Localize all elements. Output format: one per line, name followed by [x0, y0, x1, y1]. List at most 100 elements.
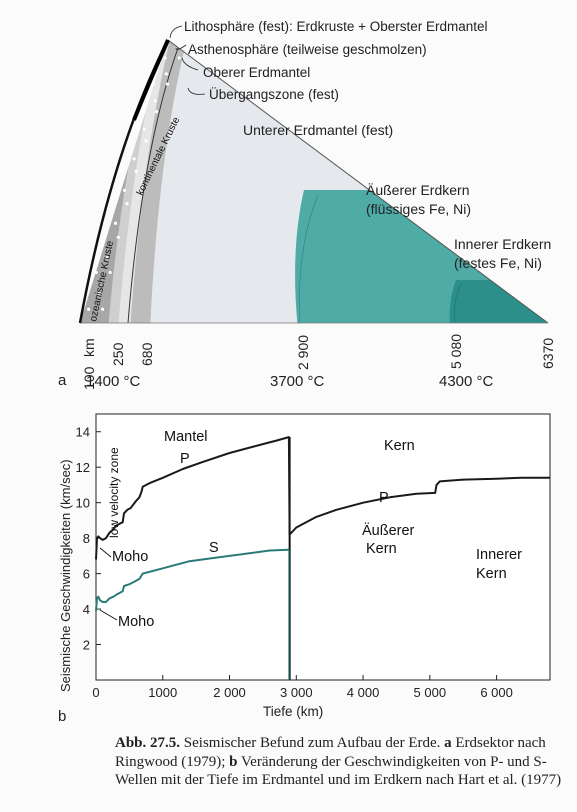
y-tick-label: 10	[76, 496, 90, 511]
crust-dot	[144, 139, 148, 143]
panel-b-label: b	[58, 708, 66, 725]
asthenosphere-zone	[100, 40, 172, 323]
crust-dot	[94, 270, 98, 275]
x-tick-label: 5 000	[414, 685, 447, 700]
inner-core-label-1: Innerer Erdkern	[454, 236, 551, 252]
temperature-3700: 3700 °C	[270, 373, 325, 390]
caption-part-a-label: a	[444, 735, 452, 751]
crust-dot	[134, 169, 138, 174]
annotation-mantel: Mantel	[164, 429, 208, 445]
crust-dot	[108, 270, 112, 275]
moho-p-leader	[99, 547, 112, 558]
crust-dot	[105, 256, 109, 260]
series-p-line	[95, 436, 550, 560]
y-axis-label: Seismische Geschwindigkeiten (km/sec)	[58, 459, 73, 692]
annotation-moho-p: Moho	[112, 549, 148, 565]
continental-crust-thick	[132, 39, 170, 121]
crust-dot	[130, 139, 134, 143]
annotation-innerer-kern-1: Innerer	[476, 547, 522, 563]
y-axis-ticks: 2 4 6 8 10 12 14	[76, 425, 101, 653]
x-axis-ticks: 0 1000 2 000 3 000 4 000 5 000 6 000	[92, 675, 513, 700]
depth-label-100: 100	[81, 366, 97, 390]
temperature-1400: 1400 °C	[86, 373, 141, 390]
x-tick-label: 4 000	[347, 685, 380, 700]
wedge-top-edge	[167, 39, 549, 324]
crust-dots	[86, 56, 181, 311]
crust-dot	[177, 56, 181, 60]
crust-dot	[153, 99, 157, 103]
series-p-label: P	[180, 451, 190, 467]
annotation-low-velocity-zone: low velocity zone	[107, 447, 121, 538]
velocity-chart: 2 4 6 8 10 12 14 0 1000 2 000 3 000 4 000 5 000 6 00…	[58, 413, 551, 725]
label-leader-4	[187, 87, 206, 95]
depth-label-6370: 6370	[540, 338, 556, 369]
y-tick-label: 12	[76, 460, 90, 475]
depth-label-5080: 5 080	[448, 334, 464, 369]
depth-label-2900: 2 900	[295, 335, 311, 370]
crust-dot	[100, 307, 105, 311]
annotation-kern: Kern	[384, 438, 415, 454]
crust-dot	[125, 202, 129, 206]
crust-dot	[116, 235, 120, 239]
annotation-innerer-kern-2: Kern	[476, 566, 507, 582]
caption-part-a-text: Erdsektor nach Ringwood (1979);	[115, 735, 546, 770]
crust-dot	[113, 221, 118, 225]
x-tick-label: 1000	[148, 685, 177, 700]
outer-core-label-2: (flüssiges Fe, Ni)	[366, 201, 471, 217]
annotation-aeusserer-kern-1: Äußerer	[362, 522, 415, 539]
crust-dot	[97, 292, 101, 296]
series-p-label-core: P	[379, 490, 389, 506]
outer-core-label-1: Äußerer Erdkern	[366, 182, 469, 198]
crust-dot	[120, 169, 124, 174]
lithosphere-label: Lithosphäre (fest): Erdkruste + Oberster…	[184, 19, 488, 34]
asthenosphere-label: Asthenosphäre (teilweise geschmolzen)	[188, 42, 427, 57]
inner-core-zone	[449, 280, 548, 323]
x-axis-label: Tiefe (km)	[263, 704, 323, 719]
depth-unit-label: km	[81, 338, 97, 357]
figure-caption: Abb. 27.5. Seismischer Befund zum Aufbau…	[115, 734, 567, 790]
crust-dot	[132, 157, 136, 161]
crust-dot	[163, 56, 167, 60]
lower-mantle-label: Unterer Erdmantel (fest)	[243, 122, 393, 138]
caption-part-b-text: Veränderung der Geschwindigkeiten von P-…	[115, 753, 562, 789]
annotation-aeusserer-kern-2: Kern	[366, 541, 397, 557]
crust-dot	[111, 202, 115, 206]
caption-part-b-label: b	[229, 753, 238, 770]
crust-dot	[86, 307, 91, 311]
crust-dot	[151, 82, 156, 86]
crust-dot	[154, 110, 159, 114]
series-s-label: S	[209, 540, 219, 556]
depth-label-250: 250	[110, 342, 126, 366]
inner-core-label-2: (festes Fe, Ni)	[454, 255, 542, 271]
mantle-boundary-line	[127, 47, 179, 323]
temperature-4300: 4300 °C	[439, 373, 494, 390]
inner-core-boundary-line	[454, 282, 463, 323]
label-leader-2	[175, 44, 187, 50]
earth-sector: kontinentale Kruste ozeanische Kruste Li…	[58, 19, 556, 390]
x-tick-label: 6 000	[480, 685, 513, 700]
x-tick-label: 0	[92, 685, 99, 700]
y-tick-label: 4	[83, 602, 90, 617]
crust-dot	[142, 127, 146, 131]
crust-dot	[165, 82, 170, 86]
chart-series: P P S	[95, 436, 550, 680]
y-tick-label: 14	[76, 425, 90, 440]
y-tick-label: 6	[83, 567, 90, 582]
x-tick-label: 3 000	[280, 685, 313, 700]
crust-dot	[122, 188, 127, 192]
core-mantle-boundary-line	[299, 194, 319, 323]
chart-plot-area	[95, 413, 551, 681]
upper-mantle-label: Oberer Erdmantel	[203, 65, 310, 80]
annotation-moho-s: Moho	[118, 614, 154, 630]
x-tick-label: 2 000	[213, 685, 246, 700]
label-leader-3	[181, 57, 199, 71]
y-tick-label: 8	[83, 531, 90, 546]
crust-dot	[140, 110, 145, 114]
caption-intro: Seismischer Befund zum Aufbau der Erde.	[180, 735, 445, 751]
transition-zone-label: Übergangszone (fest)	[209, 87, 339, 102]
series-s-line	[95, 548, 289, 611]
depth-label-680: 680	[139, 342, 155, 366]
caption-figure-label: Abb. 27.5.	[115, 735, 181, 751]
